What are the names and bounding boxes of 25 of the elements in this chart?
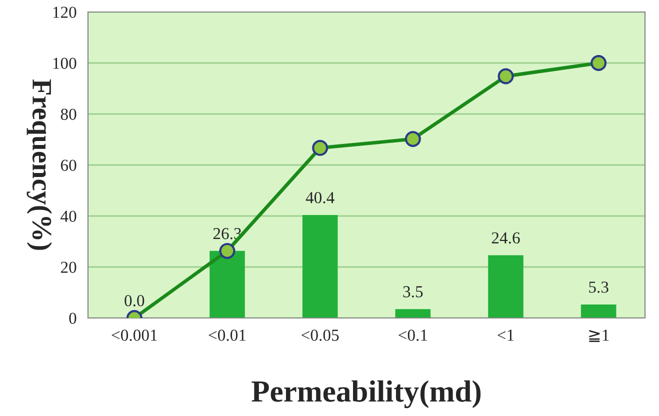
data-label: 3.5 <box>403 286 423 298</box>
y-axis-title: Frequency(%) <box>26 79 52 250</box>
x-tick-label: <1 <box>498 330 514 341</box>
x-axis-title: Permeability(md) <box>252 380 481 408</box>
y-tick-label: 120 <box>53 6 76 18</box>
data-label: 40.4 <box>306 192 334 204</box>
y-tick-label: 20 <box>60 262 76 273</box>
x-tick-label: <0.05 <box>302 330 339 341</box>
bar <box>302 214 338 318</box>
y-tick-label: 40 <box>60 210 76 222</box>
bar <box>580 304 616 318</box>
bar <box>210 250 245 318</box>
bar <box>395 309 431 318</box>
x-tick-label: <0.1 <box>398 330 428 341</box>
data-label: 5.3 <box>589 282 608 293</box>
y-tick-label: 100 <box>53 58 76 69</box>
data-label: 0.0 <box>124 295 144 306</box>
data-label: 24.6 <box>492 232 520 244</box>
x-tick-label: ≧1 <box>589 330 609 342</box>
y-tick-label: 0 <box>69 312 76 324</box>
y-tick-label: 80 <box>60 108 76 120</box>
y-tick-label: 60 <box>60 160 76 171</box>
bar <box>488 255 524 318</box>
x-tick-label: <0.01 <box>208 330 246 341</box>
x-tick-label: <0.001 <box>112 330 157 341</box>
